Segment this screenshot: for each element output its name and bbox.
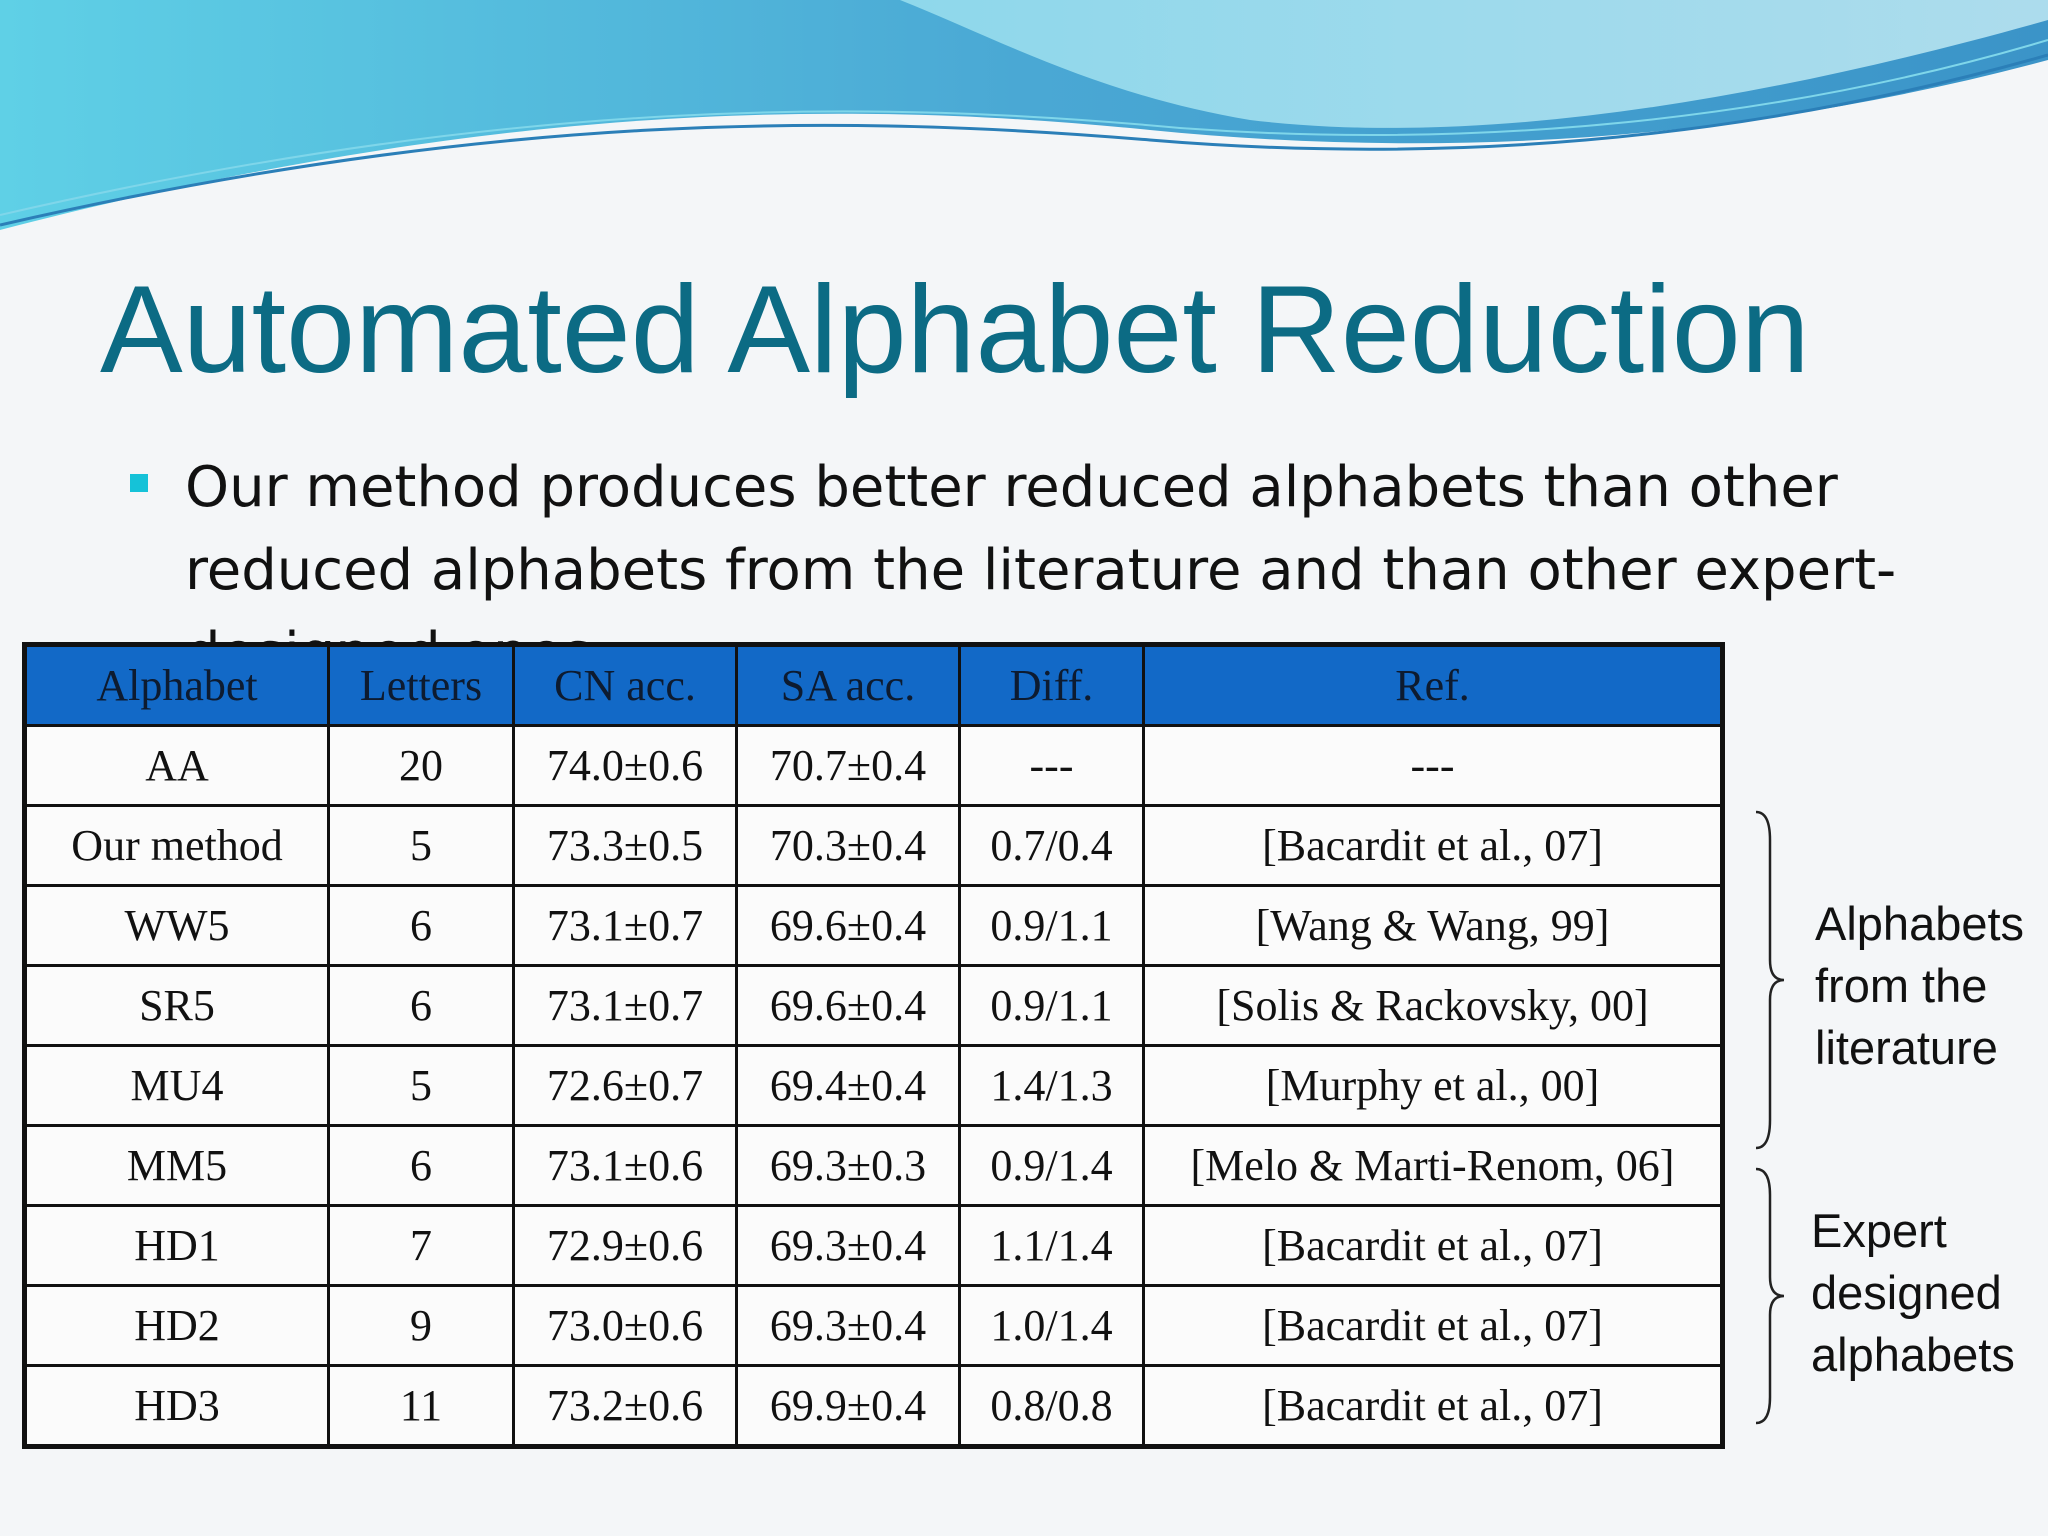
expert-brace (1755, 1167, 1785, 1425)
table-cell: 69.9±0.4 (735, 1364, 961, 1448)
table-cell: 69.3±0.3 (735, 1124, 961, 1207)
table-cell: 73.0±0.6 (512, 1284, 738, 1367)
table-cell: 0.8/0.8 (958, 1364, 1145, 1448)
column-header: CN acc. (512, 643, 738, 727)
slide-title: Automated Alphabet Reduction (100, 261, 1810, 399)
column-header: SA acc. (735, 643, 961, 727)
table-cell: 6 (327, 1124, 515, 1207)
table-cell: 73.1±0.6 (512, 1124, 738, 1207)
table-cell: 69.3±0.4 (735, 1284, 961, 1367)
table-cell: 70.3±0.4 (735, 804, 961, 887)
table-cell: 73.2±0.6 (512, 1364, 738, 1448)
table-cell: 7 (327, 1204, 515, 1287)
table-cell: 0.9/1.1 (958, 964, 1145, 1047)
table-cell: SR5 (23, 964, 330, 1047)
table-cell: MM5 (23, 1124, 330, 1207)
column-header: Letters (327, 643, 515, 727)
table-cell: --- (1142, 724, 1724, 807)
table-row: WW5 6 73.1±0.7 69.6±0.4 0.9/1.1 [Wang & Wang,… (23, 884, 1724, 967)
literature-group-label: Alphabets from the literature (1815, 897, 2025, 1074)
table-cell: HD1 (23, 1204, 330, 1287)
table-cell: [Bacardit et al., 07] (1142, 1284, 1724, 1367)
table-cell: 70.7±0.4 (735, 724, 961, 807)
column-header: Alphabet (23, 643, 330, 727)
bullet-marker (130, 474, 148, 492)
table-row: HD1 7 72.9±0.6 69.3±0.4 1.1/1.4 [Bacardit et … (23, 1204, 1724, 1287)
table-cell: 9 (327, 1284, 515, 1367)
table-cell: 73.1±0.7 (512, 964, 738, 1047)
column-header: Ref. (1142, 643, 1724, 727)
table-cell: [Bacardit et al., 07] (1142, 1204, 1724, 1287)
table-cell: 1.0/1.4 (958, 1284, 1145, 1367)
table-cell: 73.3±0.5 (512, 804, 738, 887)
results-table: Alphabet Letters CN acc. SA acc. Diff. Ref. A… (22, 642, 1725, 1449)
table-cell: [Melo & Marti-Renom, 06] (1142, 1124, 1724, 1207)
table-cell: HD2 (23, 1284, 330, 1367)
table-row: Our method 5 73.3±0.5 70.3±0.4 0.7/0.4 [Bacar… (23, 804, 1724, 887)
table-row: HD3 11 73.2±0.6 69.9±0.4 0.8/0.8 [Bacardit et… (23, 1364, 1724, 1448)
table-cell: 73.1±0.7 (512, 884, 738, 967)
table-cell: 72.9±0.6 (512, 1204, 738, 1287)
table-cell: --- (958, 724, 1145, 807)
table-cell: 6 (327, 964, 515, 1047)
table-cell: 69.4±0.4 (735, 1044, 961, 1127)
table-cell: 72.6±0.7 (512, 1044, 738, 1127)
table-cell: 5 (327, 1044, 515, 1127)
table-cell: 74.0±0.6 (512, 724, 738, 807)
table-cell: 1.1/1.4 (958, 1204, 1145, 1287)
table-row: SR5 6 73.1±0.7 69.6±0.4 0.9/1.1 [Solis & Rack… (23, 964, 1724, 1047)
table-cell: WW5 (23, 884, 330, 967)
bullet-text: Our method produces better reduced alpha… (185, 455, 1897, 646)
expert-group-label: Expert designed alphabets (1811, 1204, 2015, 1381)
table-cell: 5 (327, 804, 515, 887)
table-cell: 6 (327, 884, 515, 967)
table-cell: [Bacardit et al., 07] (1142, 1364, 1724, 1448)
column-header: Diff. (958, 643, 1145, 727)
table-cell: 1.4/1.3 (958, 1044, 1145, 1127)
table-row: AA 20 74.0±0.6 70.7±0.4 --- --- (23, 724, 1724, 807)
table-cell: [Bacardit et al., 07] (1142, 804, 1724, 887)
table-cell: 0.7/0.4 (958, 804, 1145, 887)
table-row: HD2 9 73.0±0.6 69.3±0.4 1.0/1.4 [Bacardit et … (23, 1284, 1724, 1367)
header-wave-decoration (0, 0, 2048, 230)
table-cell: 69.6±0.4 (735, 964, 961, 1047)
literature-brace (1755, 810, 1785, 1150)
table-cell: 69.3±0.4 (735, 1204, 961, 1287)
table-cell: AA (23, 724, 330, 807)
table-row: MM5 6 73.1±0.6 69.3±0.3 0.9/1.4 [Melo & Marti… (23, 1124, 1724, 1207)
table-cell: 11 (327, 1364, 515, 1448)
table-cell: 69.6±0.4 (735, 884, 961, 967)
table-cell: 20 (327, 724, 515, 807)
table-cell: [Wang & Wang, 99] (1142, 884, 1724, 967)
table-cell: MU4 (23, 1044, 330, 1127)
table-cell: 0.9/1.4 (958, 1124, 1145, 1207)
table-cell: [Murphy et al., 00] (1142, 1044, 1724, 1127)
table-cell: HD3 (23, 1364, 330, 1448)
table-cell: Our method (23, 804, 330, 887)
table-cell: [Solis & Rackovsky, 00] (1142, 964, 1724, 1047)
table-header-row: Alphabet Letters CN acc. SA acc. Diff. Ref. (23, 643, 1724, 727)
table-cell: 0.9/1.1 (958, 884, 1145, 967)
table-row: MU4 5 72.6±0.7 69.4±0.4 1.4/1.3 [Murphy et al… (23, 1044, 1724, 1127)
